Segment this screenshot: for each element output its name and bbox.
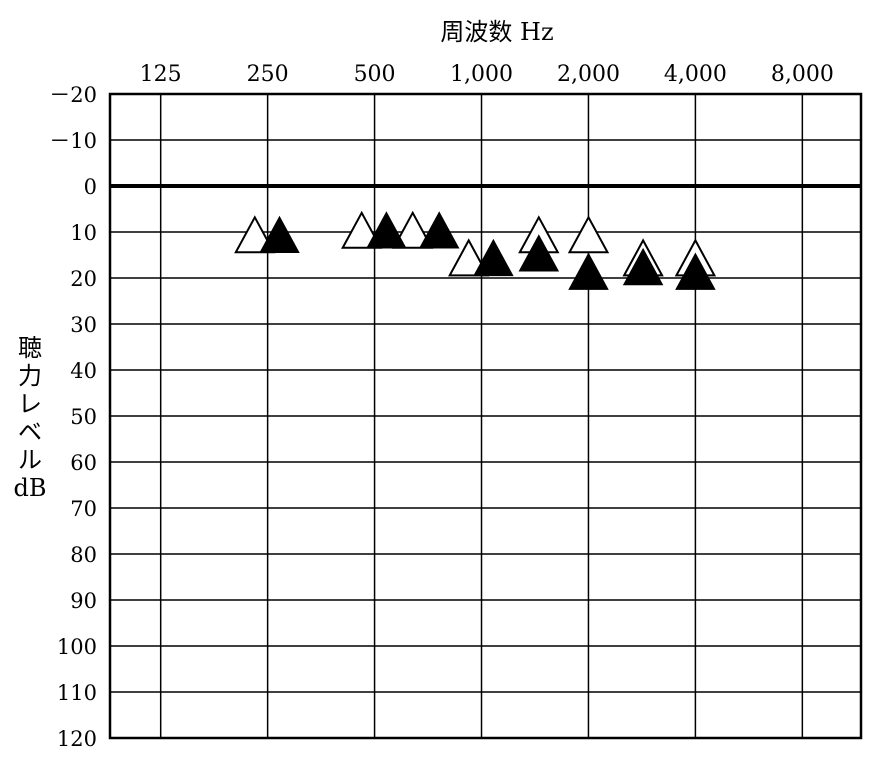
y-axis-title-char: ル xyxy=(18,446,42,474)
y-tick-label: 80 xyxy=(70,543,97,567)
filled-triangle-marker xyxy=(568,252,609,290)
grid xyxy=(108,92,863,740)
y-axis-title-char: 聴 xyxy=(18,334,42,362)
filled-triangle-marker xyxy=(418,211,460,249)
y-axis-title-char: dB xyxy=(14,474,47,502)
y-tick-label: 60 xyxy=(70,451,97,475)
x-tick-label: 500 xyxy=(354,62,396,87)
y-tick-label: －20 xyxy=(49,83,97,107)
x-tick-label: 125 xyxy=(140,62,182,87)
x-tick-label: 2,000 xyxy=(557,62,620,87)
y-tick-label: 120 xyxy=(57,727,97,751)
plot-frame xyxy=(108,92,863,740)
filled-triangle-marker xyxy=(473,238,514,277)
open-triangle-marker xyxy=(567,215,610,254)
filled-triangle-marker xyxy=(518,234,560,272)
y-tick-label: 40 xyxy=(70,359,97,383)
y-tick-label: 110 xyxy=(57,681,97,705)
open-triangle-marker xyxy=(392,210,434,249)
y-tick-label: 0 xyxy=(84,175,97,199)
y-tick-label: 20 xyxy=(70,267,97,291)
open-triangle-marker xyxy=(448,238,490,277)
y-tick-label: 10 xyxy=(70,221,97,245)
open-triangle-marker xyxy=(234,215,276,254)
y-tick-label: 50 xyxy=(70,405,97,429)
filled-triangle-marker xyxy=(366,211,407,249)
y-tick-label: 100 xyxy=(57,635,97,659)
y-tick-label: 30 xyxy=(70,313,97,337)
x-tick-label: 4,000 xyxy=(664,62,727,87)
filled-triangle-marker xyxy=(259,215,300,254)
data-markers xyxy=(234,210,717,290)
x-tick-label: 1,000 xyxy=(450,62,513,87)
y-axis-title-char: ベ xyxy=(18,418,42,446)
y-axis-title-char: レ xyxy=(18,390,42,418)
tick-labels: －20 －10 0 10 20 30 40 50 60 70 80 90 100 110 120 125 250… xyxy=(49,62,834,751)
filled-triangle-marker xyxy=(675,252,716,290)
x-tick-label: 8,000 xyxy=(771,62,834,87)
y-tick-label: －10 xyxy=(49,129,97,153)
x-axis-title: 周波数 Hz xyxy=(440,18,553,46)
y-tick-label: 90 xyxy=(70,589,97,613)
y-tick-label: 70 xyxy=(70,497,97,521)
filled-triangle-marker xyxy=(622,247,664,286)
open-triangle-marker xyxy=(341,210,383,249)
y-axis-title-char: 力 xyxy=(18,362,42,390)
x-tick-label: 250 xyxy=(247,62,289,87)
